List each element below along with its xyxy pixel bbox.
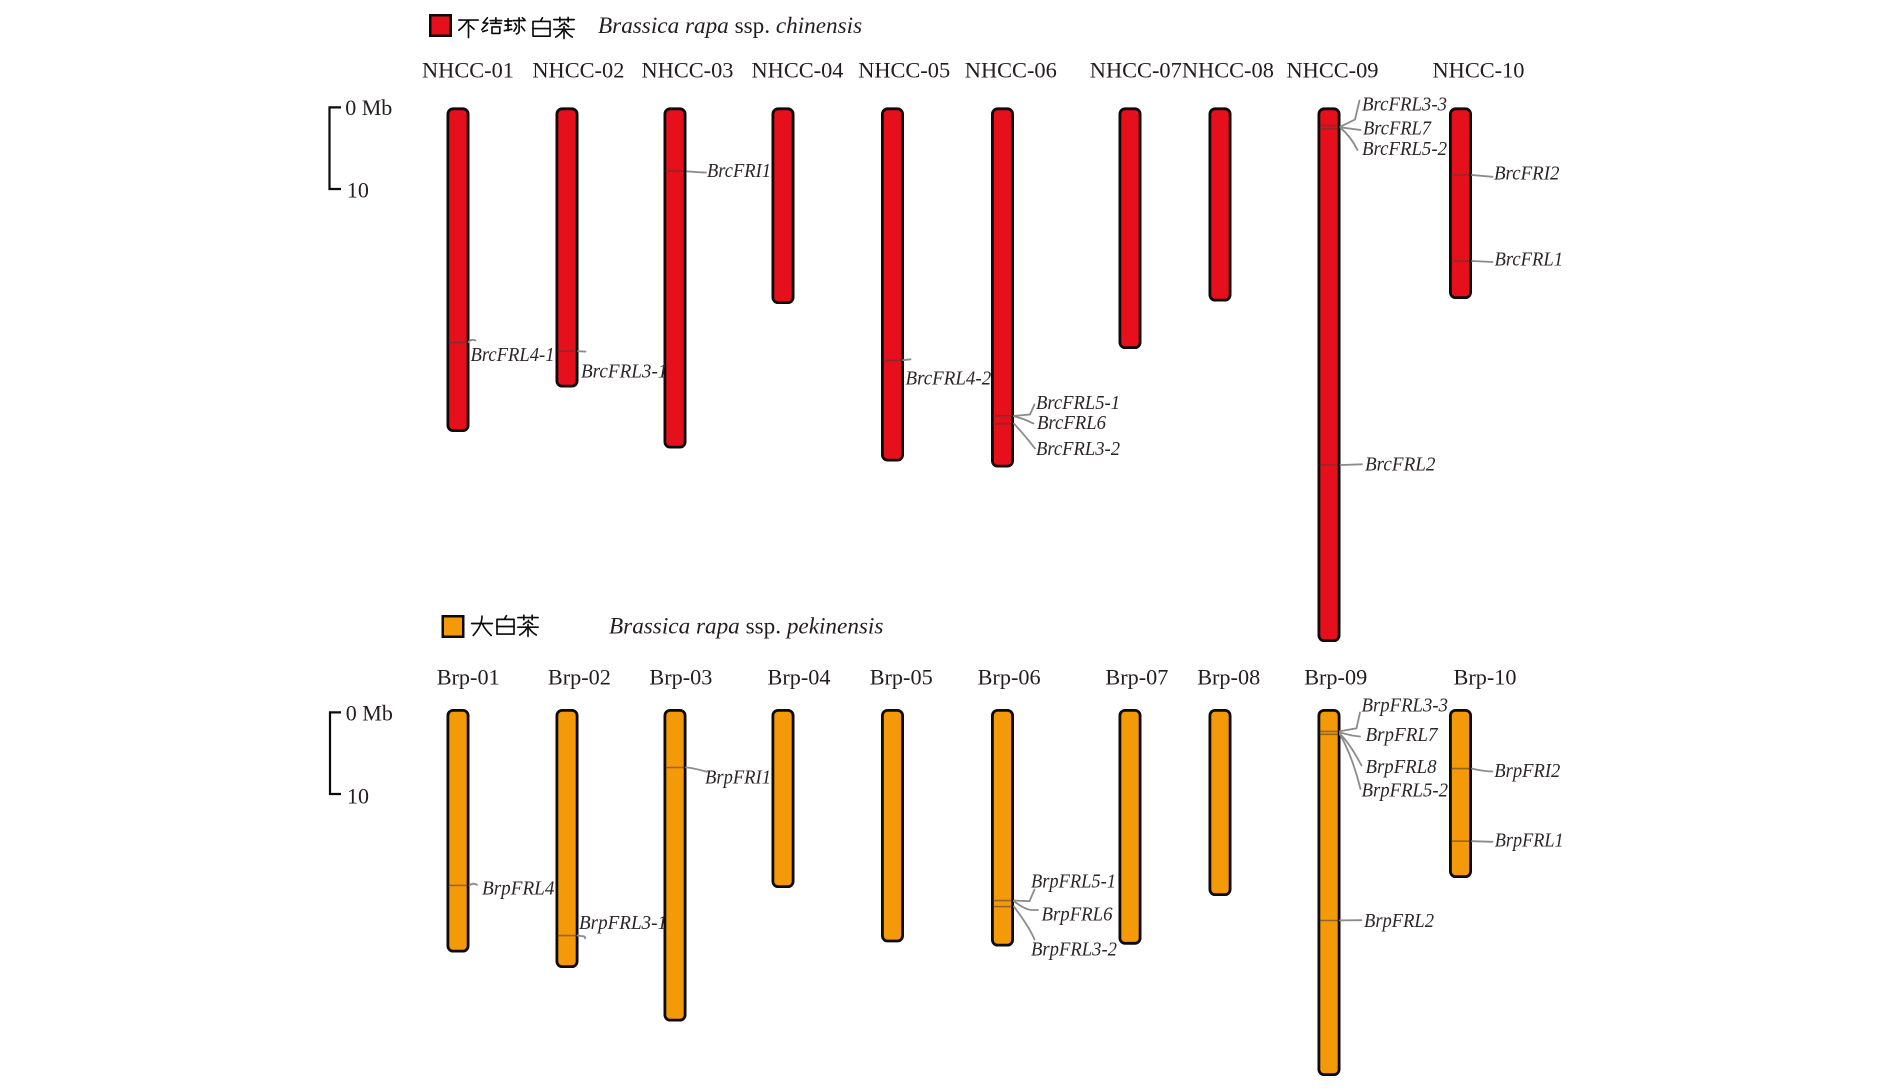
svg-text:BrpFRL3-1: BrpFRL3-1 bbox=[579, 913, 667, 934]
svg-text:NHCC-05: NHCC-05 bbox=[858, 58, 950, 83]
svg-text:Brp-03: Brp-03 bbox=[649, 665, 712, 690]
svg-text:NHCC-01: NHCC-01 bbox=[422, 58, 514, 83]
svg-text:NHCC-08: NHCC-08 bbox=[1182, 58, 1274, 83]
svg-text:NHCC-09: NHCC-09 bbox=[1287, 58, 1379, 83]
svg-text:0 Mb: 0 Mb bbox=[346, 700, 393, 725]
svg-text:Brp-08: Brp-08 bbox=[1197, 665, 1260, 690]
svg-text:BrpFRL5-2: BrpFRL5-2 bbox=[1362, 780, 1449, 801]
svg-text:BrcFRL2: BrcFRL2 bbox=[1365, 455, 1436, 476]
svg-text:NHCC-03: NHCC-03 bbox=[642, 58, 734, 83]
svg-text:Brassica rapa ssp. chinensis: Brassica rapa ssp. chinensis bbox=[598, 13, 862, 39]
svg-text:BrcFRL5-2: BrcFRL5-2 bbox=[1362, 139, 1447, 160]
svg-text:0 Mb: 0 Mb bbox=[345, 95, 392, 120]
svg-text:NHCC-07: NHCC-07 bbox=[1090, 58, 1182, 83]
svg-text:NHCC-06: NHCC-06 bbox=[965, 58, 1057, 83]
svg-text:Brp-10: Brp-10 bbox=[1454, 665, 1517, 690]
svg-text:BrpFRL6: BrpFRL6 bbox=[1042, 905, 1113, 926]
svg-text:Brp-01: Brp-01 bbox=[437, 665, 500, 690]
svg-text:BrpFRL8: BrpFRL8 bbox=[1366, 757, 1437, 778]
svg-text:BrpFRI2: BrpFRI2 bbox=[1494, 761, 1560, 782]
svg-text:BrpFRL7: BrpFRL7 bbox=[1366, 725, 1439, 746]
svg-text:BrcFRI2: BrcFRI2 bbox=[1494, 164, 1560, 185]
svg-text:BrpFRL5-1: BrpFRL5-1 bbox=[1031, 871, 1116, 892]
svg-text:NHCC-04: NHCC-04 bbox=[752, 58, 844, 83]
svg-text:NHCC-02: NHCC-02 bbox=[532, 58, 624, 83]
svg-text:NHCC-10: NHCC-10 bbox=[1433, 58, 1525, 83]
svg-text:BrcFRL4-2: BrcFRL4-2 bbox=[906, 369, 992, 390]
svg-text:BrcFRL3-3: BrcFRL3-3 bbox=[1362, 95, 1447, 116]
svg-text:10: 10 bbox=[347, 783, 369, 808]
svg-text:BrpFRI1: BrpFRI1 bbox=[705, 768, 771, 789]
svg-text:BrpFRL3-2: BrpFRL3-2 bbox=[1031, 939, 1117, 960]
svg-text:10: 10 bbox=[347, 177, 369, 202]
svg-text:Brp-06: Brp-06 bbox=[978, 665, 1041, 690]
svg-text:Brp-02: Brp-02 bbox=[548, 665, 611, 690]
svg-text:BrcFRL5-1: BrcFRL5-1 bbox=[1036, 393, 1120, 414]
svg-text:BrcFRL1: BrcFRL1 bbox=[1495, 250, 1564, 271]
svg-text:BrcFRL7: BrcFRL7 bbox=[1363, 118, 1432, 139]
svg-text:BrpFRL3-3: BrpFRL3-3 bbox=[1362, 695, 1449, 716]
svg-text:Brp-04: Brp-04 bbox=[768, 665, 831, 690]
svg-text:BrpFRL2: BrpFRL2 bbox=[1364, 911, 1434, 932]
svg-text:BrpFRL4: BrpFRL4 bbox=[482, 878, 555, 899]
svg-text:BrcFRI1: BrcFRI1 bbox=[707, 161, 771, 182]
svg-text:Brassica rapa ssp. pekinensis: Brassica rapa ssp. pekinensis bbox=[609, 614, 883, 640]
svg-text:Brp-05: Brp-05 bbox=[870, 665, 933, 690]
svg-text:Brp-07: Brp-07 bbox=[1105, 665, 1168, 690]
svg-text:BrcFRL4-1: BrcFRL4-1 bbox=[471, 345, 555, 366]
svg-text:Brp-09: Brp-09 bbox=[1304, 665, 1367, 690]
svg-text:BrcFRL3-1: BrcFRL3-1 bbox=[581, 362, 667, 383]
svg-text:BrcFRL3-2: BrcFRL3-2 bbox=[1036, 439, 1120, 460]
svg-text:BrcFRL6: BrcFRL6 bbox=[1037, 413, 1106, 434]
svg-text:BrpFRL1: BrpFRL1 bbox=[1495, 831, 1564, 852]
